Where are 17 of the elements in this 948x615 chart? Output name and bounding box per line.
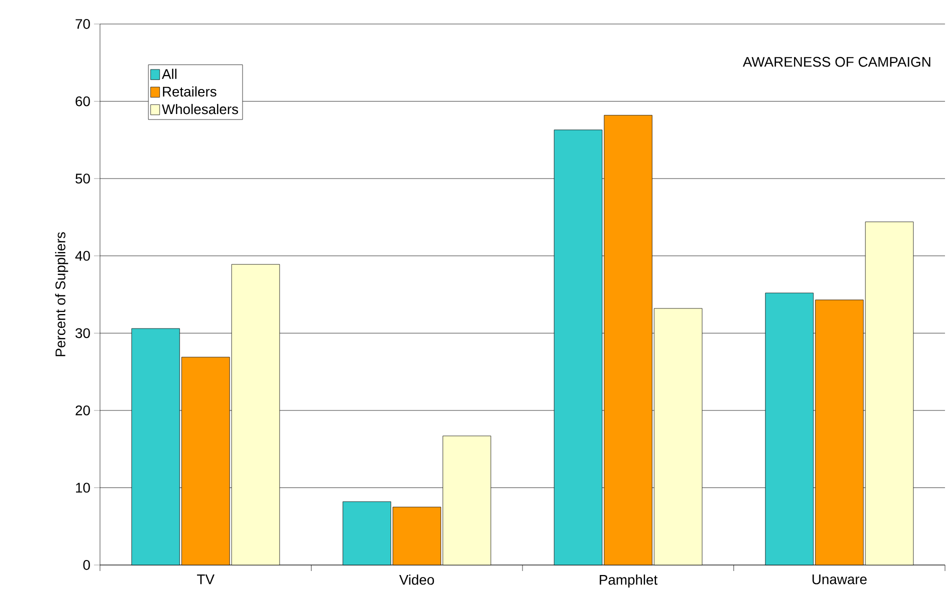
y-tick-label: 60 — [76, 96, 90, 106]
y-tick-label: 40 — [75, 250, 90, 261]
y-tick-label: 30 — [75, 328, 90, 338]
legend-label: Wholesalers — [162, 104, 238, 114]
x-tick-label: Video — [399, 574, 434, 585]
legend-label: Retailers — [162, 86, 216, 97]
x-tick-label: Unaware — [812, 574, 867, 584]
y-tick-label: 0 — [83, 560, 90, 570]
y-tick-label: 70 — [76, 19, 90, 29]
x-tick-label: Pamphlet — [600, 574, 658, 588]
text: AWARENESS OF CAMPAIGN — [742, 56, 930, 67]
legend-label: All — [162, 68, 176, 79]
y-tick-label: 10 — [76, 482, 90, 493]
x-tick-label: TV — [197, 574, 214, 584]
y-tick-label: 20 — [76, 405, 90, 416]
y-tick-label: 50 — [76, 174, 90, 184]
y-axis-title: Percent of Suppliers — [55, 232, 68, 356]
